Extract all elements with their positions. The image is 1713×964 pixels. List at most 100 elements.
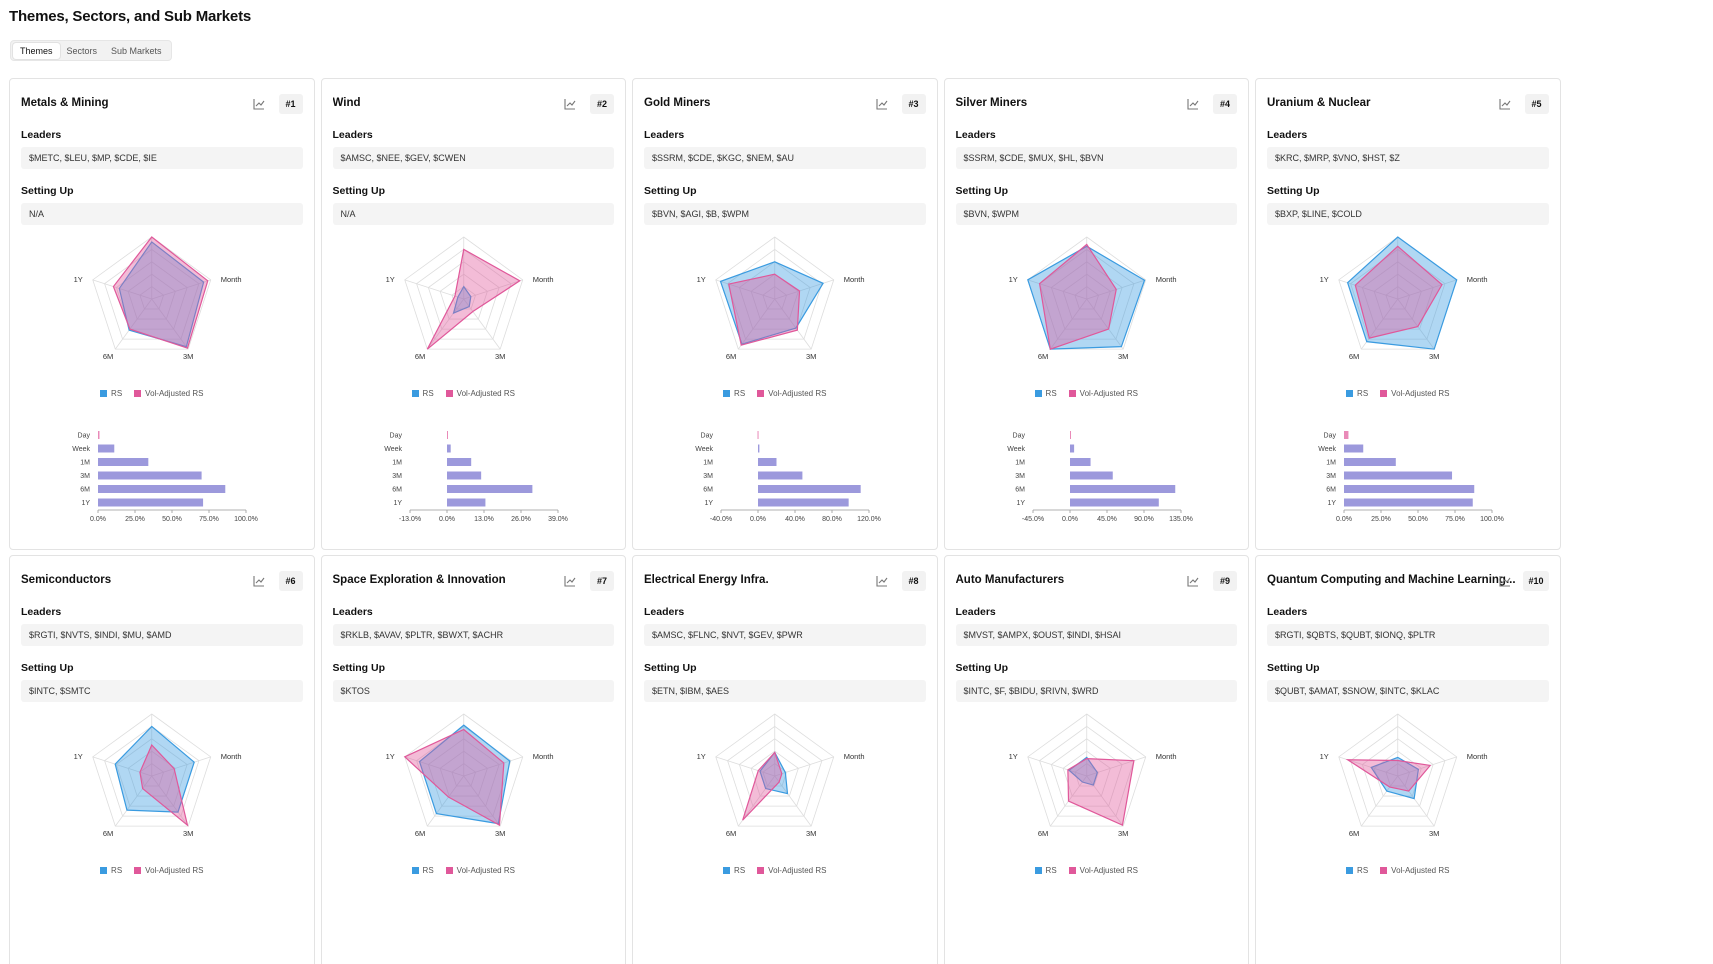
legend-item-vol-rs[interactable]: Vol-Adjusted RS	[757, 389, 826, 398]
line-chart-icon[interactable]	[1185, 573, 1201, 589]
legend-item-rs[interactable]: RS	[723, 866, 745, 875]
setting-up-label: Setting Up	[21, 662, 74, 674]
theme-card: Silver Miners #4 Leaders $SSRM, $CDE, $MUX,…	[943, 78, 1249, 550]
leaders-list: $METC, $LEU, $MP, $CDE, $IE	[21, 147, 303, 169]
radar-spoke	[151, 756, 211, 777]
radar-grid-ring	[1385, 763, 1411, 787]
radar-axis-label: 1Y	[697, 275, 706, 284]
radar-axis-label: Week	[1388, 229, 1407, 231]
legend-item-vol-rs[interactable]: Vol-Adjusted RS	[757, 866, 826, 875]
radar-axis-label: 1Y	[74, 275, 83, 284]
leaders-label: Leaders	[644, 606, 685, 618]
radar-grid-ring	[92, 713, 212, 827]
legend-item-vol-rs[interactable]: Vol-Adjusted RS	[445, 389, 515, 398]
legend-item-vol-rs[interactable]: Vol-Adjusted RS	[134, 389, 203, 398]
radar-spoke	[1360, 775, 1399, 827]
vol-adjusted-rs-series	[139, 743, 189, 827]
legend-item-rs[interactable]: RS	[1346, 389, 1368, 398]
legend-label-rs: RS	[1045, 389, 1057, 398]
bar-chart: Day Week 1M 3M 6M 1Y -45.0% 0.0% 45.0% 90.0% 135.0…	[1007, 431, 1193, 523]
radar-grid-ring	[1073, 286, 1099, 310]
x-tick-label: 135.0%	[1169, 516, 1193, 523]
x-tick-label: 0.0%	[1336, 516, 1352, 523]
leaders-label: Leaders	[955, 606, 996, 618]
x-tick-label: 26.0%	[511, 516, 531, 523]
legend-item-vol-rs[interactable]: Vol-Adjusted RS	[1380, 866, 1449, 875]
line-chart-icon[interactable]	[1497, 573, 1513, 589]
line-chart-icon[interactable]	[251, 573, 267, 589]
legend-item-rs[interactable]: RS	[100, 866, 122, 875]
line-chart-icon[interactable]	[1185, 96, 1201, 112]
tab-sectors[interactable]: Sectors	[66, 45, 98, 56]
radar-grid-ring	[92, 236, 212, 350]
legend-item-vol-rs[interactable]: Vol-Adjusted RS	[1068, 389, 1138, 398]
radar-grid-ring	[715, 236, 835, 350]
rank-badge: #6	[278, 571, 303, 591]
theme-card: Electrical Energy Infra. #8 Leaders $AMSC, …	[632, 555, 938, 964]
legend-item-rs[interactable]: RS	[1034, 389, 1057, 398]
x-tick-label: 50.0%	[1408, 516, 1428, 523]
bar-category-label: 1Y	[1327, 500, 1336, 507]
x-tick-label: 45.0%	[1097, 516, 1117, 523]
bar-chart: Day Week 1M 3M 6M 1Y 0.0% 25.0% 50.0% 75.0% 100.0%	[1318, 431, 1504, 523]
legend-swatch-rs	[100, 867, 108, 874]
radar-axis-label: Week	[454, 706, 473, 708]
setting-up-label: Setting Up	[1267, 185, 1320, 197]
tab-sub-markets[interactable]: Sub Markets	[111, 45, 162, 56]
line-chart-icon[interactable]	[562, 573, 578, 589]
bar-category-label: Week	[384, 446, 402, 453]
legend-swatch-rs	[1346, 390, 1354, 397]
legend-item-rs[interactable]: RS	[100, 389, 122, 398]
bar-category-label: 1M	[1326, 460, 1336, 467]
legend-item-rs[interactable]: RS	[1034, 866, 1057, 875]
radar-spoke	[114, 298, 153, 350]
bar-category-label: 3M	[703, 473, 713, 480]
line-chart-icon[interactable]	[251, 96, 267, 112]
legend-swatch-vol-rs	[757, 867, 765, 874]
leaders-label: Leaders	[332, 606, 373, 618]
radar-grid-ring	[750, 273, 799, 320]
vol-adjusted-rs-series	[426, 248, 521, 350]
radar-spoke	[1085, 298, 1124, 350]
radar-axis-label: 3M	[183, 829, 193, 838]
bar	[1344, 431, 1349, 439]
setting-up-list: N/A	[21, 203, 303, 225]
bar-category-label: 1Y	[393, 500, 402, 507]
line-chart-icon[interactable]	[874, 573, 890, 589]
line-chart-icon[interactable]	[874, 96, 890, 112]
legend-item-vol-rs[interactable]: Vol-Adjusted RS	[134, 866, 203, 875]
x-tick-label: 13.0%	[474, 516, 494, 523]
leaders-list: $MVST, $AMPX, $OUST, $INDI, $HSAI	[955, 624, 1237, 646]
radar-axis-label: 3M	[1429, 829, 1439, 838]
legend-item-rs[interactable]: RS	[411, 389, 434, 398]
legend-item-rs[interactable]: RS	[723, 389, 745, 398]
radar-chart: Week Month 3M 6M 1Y	[385, 706, 553, 838]
legend-item-vol-rs[interactable]: Vol-Adjusted RS	[445, 866, 515, 875]
line-chart-icon[interactable]	[1497, 96, 1513, 112]
radar-axis-label: Week	[1077, 706, 1096, 708]
legend-item-vol-rs[interactable]: Vol-Adjusted RS	[1068, 866, 1138, 875]
bar	[758, 471, 803, 480]
radar-spoke	[463, 279, 523, 300]
radar-chart: Week Month 3M 6M 1Y	[74, 229, 242, 361]
chart-legend: RS Vol-Adjusted RS	[322, 389, 606, 398]
tab-themes[interactable]: Themes	[13, 42, 60, 59]
legend-swatch-rs	[1346, 867, 1354, 874]
x-tick-label: 120.0%	[857, 516, 881, 523]
radar-spoke	[1338, 279, 1398, 300]
legend-item-vol-rs[interactable]: Vol-Adjusted RS	[1380, 389, 1449, 398]
bar-category-label: 3M	[1015, 473, 1025, 480]
legend-swatch-rs	[723, 867, 731, 874]
bar-category-label: 1M	[80, 460, 90, 467]
bar	[758, 458, 777, 466]
bar-category-label: Day	[701, 433, 714, 440]
theme-card: Auto Manufacturers #9 Leaders $MVST, $AMPX,…	[943, 555, 1249, 964]
radar-axis-label: 3M	[494, 352, 504, 361]
radar-grid-ring	[738, 261, 811, 330]
legend-swatch-vol-rs	[1068, 390, 1076, 397]
line-chart-icon[interactable]	[562, 96, 578, 112]
setting-up-list: $QUBT, $AMAT, $SNOW, $INTC, $KLAC	[1267, 680, 1549, 702]
legend-item-rs[interactable]: RS	[411, 866, 434, 875]
legend-item-rs[interactable]: RS	[1346, 866, 1368, 875]
radar-axis-label: Week	[1388, 706, 1407, 708]
